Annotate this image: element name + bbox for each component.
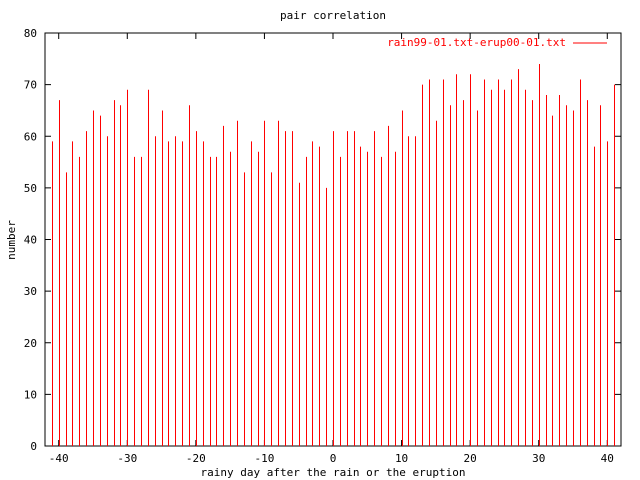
x-tick-label: -40 — [49, 452, 69, 465]
y-tick-label: 50 — [24, 182, 37, 195]
x-axis-label: rainy day after the rain or the eruption — [201, 466, 466, 479]
x-tick-label: 10 — [395, 452, 408, 465]
chart-title: pair correlation — [280, 9, 386, 22]
x-tick-label: 20 — [464, 452, 477, 465]
x-tick-label: -10 — [254, 452, 274, 465]
y-tick-label: 40 — [24, 234, 37, 247]
y-tick-label: 60 — [24, 130, 37, 143]
bar-series — [52, 63, 615, 446]
x-tick-label: -30 — [117, 452, 137, 465]
y-tick-label: 0 — [30, 440, 37, 453]
y-tick-label: 30 — [24, 285, 37, 298]
x-tick-label: 30 — [532, 452, 545, 465]
legend-label: rain99-01.txt-erup00-01.txt — [387, 36, 566, 49]
y-tick-label: 20 — [24, 337, 37, 350]
y-tick-label: 70 — [24, 79, 37, 92]
y-tick-label: 80 — [24, 27, 37, 40]
x-tick-label: 40 — [601, 452, 614, 465]
y-axis-label: number — [5, 220, 18, 260]
x-tick-label: -20 — [186, 452, 206, 465]
x-tick-label: 0 — [330, 452, 337, 465]
legend: rain99-01.txt-erup00-01.txt — [387, 36, 607, 49]
y-tick-label: 10 — [24, 388, 37, 401]
axis-ticks: 0 10 20 30 40 50 60 70 80 -40 -30 -20 -10 0 10 20 30 40 — [24, 27, 621, 465]
